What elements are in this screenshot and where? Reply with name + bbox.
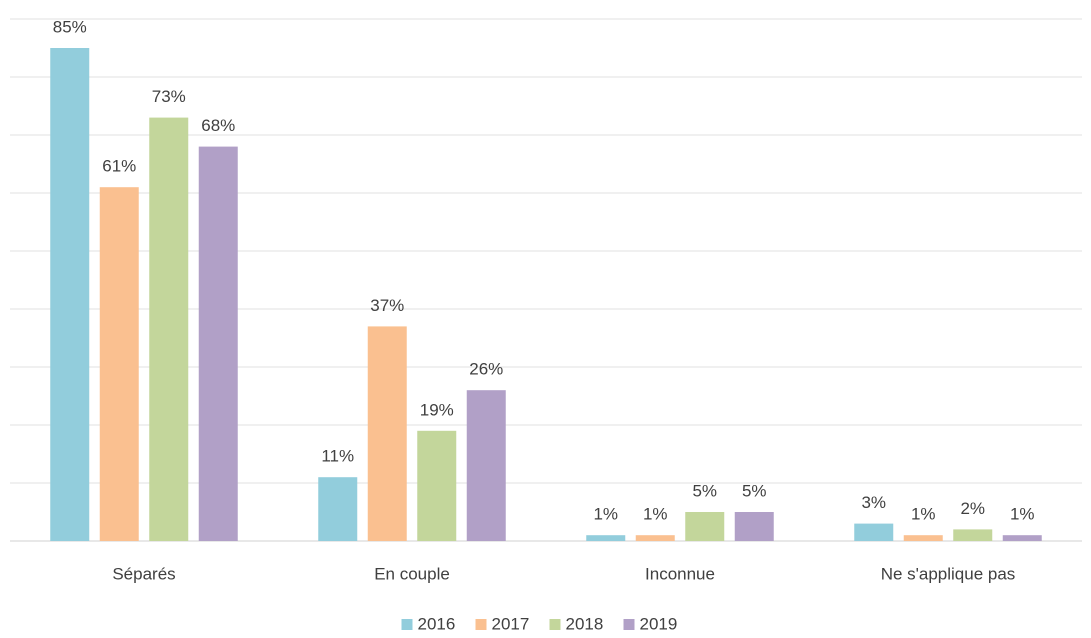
bar bbox=[417, 430, 457, 541]
data-label: 1% bbox=[643, 505, 668, 524]
bar bbox=[367, 326, 407, 541]
legend-swatch bbox=[549, 619, 561, 630]
bar bbox=[1002, 535, 1042, 541]
data-label: 2% bbox=[960, 499, 985, 518]
x-tick-label: En couple bbox=[374, 564, 450, 583]
legend-swatch bbox=[401, 619, 413, 630]
data-label: 11% bbox=[321, 447, 354, 466]
data-label: 5% bbox=[742, 481, 767, 500]
data-label: 1% bbox=[1010, 505, 1035, 524]
x-tick-label: Ne s'applique pas bbox=[881, 564, 1016, 583]
data-label: 73% bbox=[152, 87, 186, 106]
bar bbox=[734, 512, 774, 541]
legend-label: 2016 bbox=[418, 614, 456, 633]
data-label: 37% bbox=[370, 296, 404, 315]
x-tick-label: Séparés bbox=[112, 564, 175, 583]
bar bbox=[586, 535, 626, 541]
data-label: 5% bbox=[692, 481, 717, 500]
bar bbox=[466, 390, 506, 541]
legend-swatch bbox=[475, 619, 487, 630]
bar bbox=[99, 187, 139, 541]
data-label: 19% bbox=[420, 400, 454, 419]
legend-label: 2018 bbox=[566, 614, 604, 633]
data-label: 61% bbox=[102, 157, 136, 176]
bar bbox=[685, 512, 725, 541]
bar bbox=[953, 529, 993, 541]
data-label: 85% bbox=[53, 17, 87, 36]
data-label: 1% bbox=[593, 505, 618, 524]
data-label: 1% bbox=[911, 505, 936, 524]
bar bbox=[635, 535, 675, 541]
data-label: 3% bbox=[861, 493, 886, 512]
bar bbox=[198, 146, 238, 541]
bar bbox=[854, 523, 894, 541]
data-label: 26% bbox=[469, 360, 503, 379]
bar bbox=[318, 477, 358, 541]
legend-label: 2017 bbox=[492, 614, 530, 633]
data-label: 68% bbox=[201, 116, 235, 135]
bar bbox=[50, 48, 90, 541]
bar bbox=[903, 535, 943, 541]
legend-label: 2019 bbox=[640, 614, 678, 633]
bar bbox=[149, 117, 189, 541]
x-tick-label: Inconnue bbox=[645, 564, 715, 583]
legend-swatch bbox=[623, 619, 635, 630]
